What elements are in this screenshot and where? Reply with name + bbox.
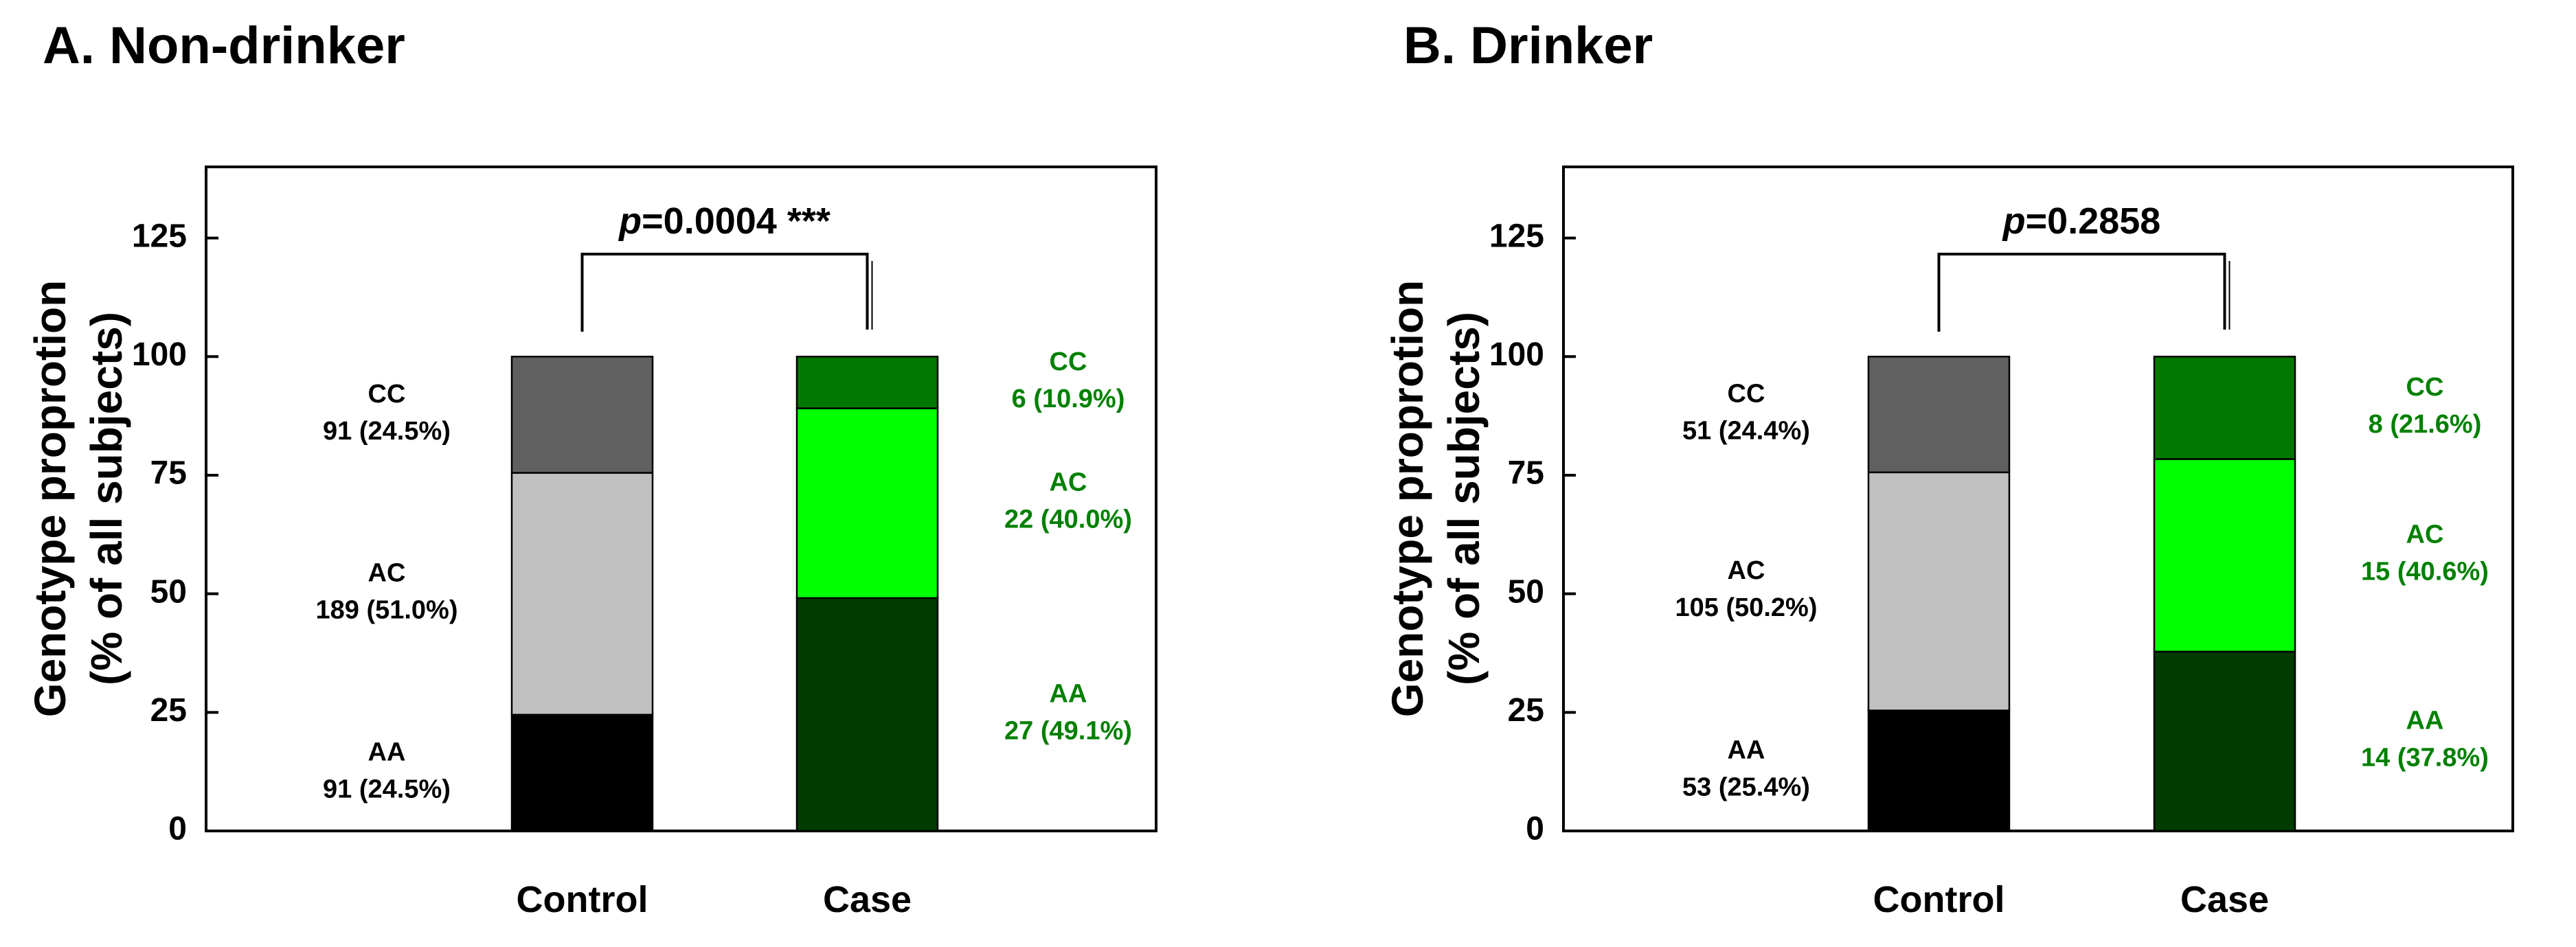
y-tick-label: 75 bbox=[1508, 455, 1544, 492]
bar-segment-control-cc bbox=[510, 356, 654, 474]
p-value: =0.2858 bbox=[2026, 201, 2161, 242]
significance-bracket bbox=[1937, 253, 2226, 332]
plot-frame bbox=[1562, 166, 2514, 832]
bar-segment-case-aa bbox=[795, 597, 939, 832]
chart-panel-b: B. Drinker Genotype proprotion (% of all s… bbox=[1383, 16, 2514, 920]
segment-count-label: 14 (37.8%) bbox=[2361, 743, 2489, 772]
bar-segment-case-ac bbox=[2153, 458, 2296, 653]
segment-genotype-label: AC bbox=[2406, 521, 2444, 549]
y-tick-label: 50 bbox=[150, 573, 187, 610]
y-tick-label: 100 bbox=[132, 336, 187, 373]
segment-count-label: 51 (24.4%) bbox=[1682, 417, 1810, 446]
segment-genotype-label: AA bbox=[2406, 706, 2444, 735]
segment-count-label: 27 (49.1%) bbox=[1004, 716, 1132, 745]
bar-segment-case-aa bbox=[2153, 650, 2296, 832]
y-tick-label: 125 bbox=[132, 218, 187, 254]
y-axis-label-sub: (% of all subjects) bbox=[1439, 312, 1489, 685]
p-symbol: p bbox=[2002, 201, 2026, 242]
category-label: Case bbox=[823, 879, 912, 920]
y-tick-label: 25 bbox=[1508, 692, 1544, 729]
y-tick-label: 0 bbox=[168, 811, 187, 847]
segment-genotype-label: AC bbox=[368, 559, 406, 588]
bar-segment-control-aa bbox=[1867, 709, 2011, 832]
chart-title: A. Non-drinker bbox=[43, 16, 405, 75]
y-tick-label: 50 bbox=[1508, 573, 1544, 610]
bar-segment-case-cc bbox=[795, 356, 939, 409]
p-value-label: p=0.0004 *** bbox=[618, 201, 831, 242]
segment-genotype-label: AA bbox=[368, 738, 406, 766]
p-symbol: p bbox=[618, 201, 642, 242]
p-value: =0.0004 *** bbox=[642, 201, 831, 242]
segment-count-label: 6 (10.9%) bbox=[1012, 385, 1125, 413]
segment-count-label: 91 (24.5%) bbox=[323, 417, 451, 446]
chart-panel-a: A. Non-drinker Genotype proprotion (% of a… bbox=[25, 16, 1157, 920]
segment-genotype-label: CC bbox=[1728, 380, 1765, 409]
segment-genotype-label: CC bbox=[1050, 347, 1087, 376]
category-label: Control bbox=[1873, 879, 2005, 920]
segment-count-label: 8 (21.6%) bbox=[2369, 410, 2482, 439]
bar-segment-control-ac bbox=[510, 472, 654, 716]
y-axis-label: Genotype proprotion bbox=[1383, 280, 1432, 717]
segment-count-label: 15 (40.6%) bbox=[2361, 558, 2489, 586]
y-tick-label: 125 bbox=[1489, 218, 1544, 254]
p-value-label: p=0.2858 bbox=[2002, 201, 2161, 242]
segment-count-label: 53 (25.4%) bbox=[1682, 773, 1810, 801]
bar-segment-control-ac bbox=[1867, 471, 2011, 711]
significance-bracket bbox=[580, 253, 869, 332]
y-tick-label: 75 bbox=[150, 455, 187, 492]
bar-segment-control-cc bbox=[1867, 356, 2011, 474]
segment-count-label: 105 (50.2%) bbox=[1675, 593, 1817, 622]
segment-genotype-label: AC bbox=[1050, 468, 1087, 497]
bar-segment-case-cc bbox=[2153, 356, 2296, 460]
y-tick-label: 100 bbox=[1489, 336, 1544, 373]
segment-genotype-label: AC bbox=[1728, 556, 1765, 585]
bar-segment-control-aa bbox=[510, 714, 654, 832]
chart-title: B. Drinker bbox=[1403, 16, 1653, 75]
segment-count-label: 22 (40.0%) bbox=[1004, 505, 1132, 534]
segment-genotype-label: AA bbox=[1050, 679, 1087, 708]
plot-frame bbox=[205, 166, 1157, 832]
segment-count-label: 91 (24.5%) bbox=[323, 775, 451, 803]
y-axis-label: Genotype proprotion bbox=[25, 280, 75, 717]
segment-count-label: 189 (51.0%) bbox=[315, 596, 457, 625]
category-label: Control bbox=[517, 879, 648, 920]
y-tick-label: 25 bbox=[150, 692, 187, 729]
y-tick-label: 0 bbox=[1526, 811, 1544, 847]
segment-genotype-label: CC bbox=[368, 380, 406, 409]
segment-genotype-label: CC bbox=[2406, 373, 2444, 402]
y-axis-label-sub: (% of all subjects) bbox=[82, 312, 131, 685]
segment-genotype-label: AA bbox=[1728, 735, 1765, 764]
category-label: Case bbox=[2180, 879, 2269, 920]
bar-segment-case-ac bbox=[795, 407, 939, 600]
